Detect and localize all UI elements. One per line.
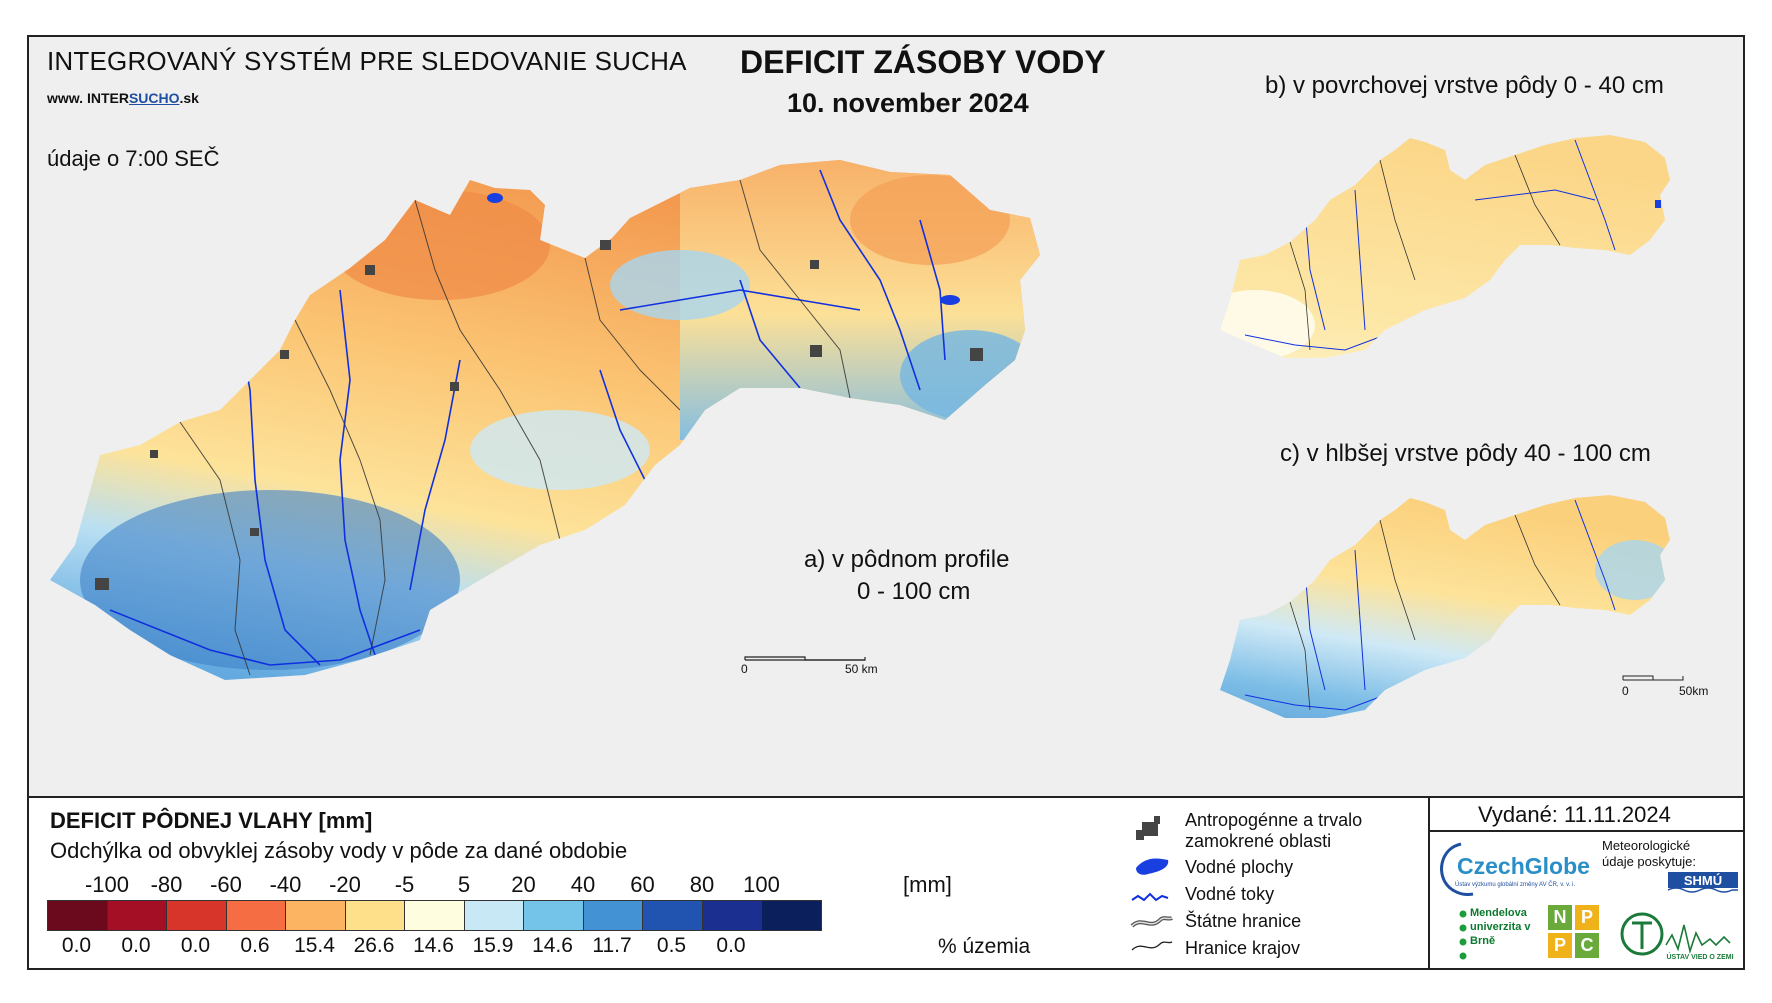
streams-label: Vodné toky [1185,884,1275,904]
legend-percentage: 0.6 [240,934,270,957]
legend-band [27,796,1745,970]
legend-color-swatch [404,900,465,931]
main-scale-bar [744,656,866,661]
nppc-logo: N P P C [1548,905,1600,960]
legend-class-label: -60 [210,872,242,897]
legend-color-swatch [582,900,643,931]
map-c-label: c) v hlbšej vrstve pôdy 40 - 100 cm [1280,440,1651,467]
inset-map-c [1220,495,1684,718]
map-title: DEFICIT ZÁSOBY VODY [740,44,1106,80]
map-a-label-line2: 0 - 100 cm [857,578,971,605]
mendel-logo: Mendelova univerzita v Brně [1470,907,1531,947]
small-scale-zero: 0 [1622,684,1629,698]
water-bodies-label: Vodné plochy [1185,857,1294,877]
legend-class-label: 5 [457,872,471,897]
region-border-label: Hranice krajov [1185,938,1301,958]
legend-class-label: 80 [689,872,715,897]
czechglobe-logo-icon [1440,842,1474,896]
mendel-dots-icon [1459,910,1467,960]
legend-color-swatch [761,900,822,931]
legend-class-label: 20 [511,872,536,897]
legend-color-swatch [106,900,167,931]
legend-percentage: 11.7 [592,934,632,957]
urban-label: Antropogénne a trvalo zamokrené oblasti [1185,810,1363,851]
legend-percentage: 0.0 [61,934,92,957]
legend-percentage: 0.0 [180,934,211,957]
legend-class-label: -20 [329,872,361,897]
water-body-icon [1136,858,1169,875]
legend-class-label: -80 [150,872,183,897]
small-scale-bar [1622,675,1684,681]
region-border-icon [1131,941,1173,951]
legend-percentage: 14.6 [413,934,454,957]
legend-class-label: 100 [743,872,780,897]
issued-divider [1430,830,1744,832]
legend-color-swatch [166,900,227,931]
main-scale-end: 50 km [845,662,878,676]
urban-area-icon [1136,816,1160,840]
legend-percentage: 0.0 [716,934,746,957]
legend-class-label: 40 [570,872,596,897]
svg-text:SHMÚ: SHMÚ [1684,873,1722,888]
legend-color-swatch [285,900,346,931]
legend-percentage: 14.6 [532,934,573,957]
website-link[interactable]: www. INTERSUCHO.sk [47,90,199,106]
legend-percentage: 0.5 [656,934,687,957]
legend-class-label: 60 [630,872,655,897]
legend-class-label: -40 [269,872,302,897]
symbol-legend-icons [1130,816,1173,951]
legend-color-swatch [463,900,524,931]
legend-color-swatch [225,900,286,931]
shmu-logo-icon: SHMÚ [1668,872,1738,893]
map-b-label: b) v povrchovej vrstve pôdy 0 - 40 cm [1265,72,1664,99]
czechglobe-logo: CzechGlobe [1457,853,1590,879]
map-date: 10. november 2024 [787,88,1029,118]
legend-color-swatch [523,900,584,931]
issued-box [1428,797,1744,969]
issued-date: Vydané: 11.11.2024 [1478,802,1671,827]
map-a-label-line1: a) v pôdnom profile [804,546,1010,573]
legend-pct-unit: % územia [938,935,1031,958]
system-title: INTEGROVANÝ SYSTÉM PRE SLEDOVANIE SUCHA [47,46,687,76]
legend-subtitle: Odchýlka od obvyklej zásoby vody v pôde … [50,838,628,863]
legend-percentage: 26.6 [353,934,395,957]
time-note: údaje o 7:00 SEČ [47,146,220,171]
inset-map-b [1220,135,1670,358]
czechglobe-subtitle: Ústav výzkumu globální změny AV ČR, v. v… [1455,882,1576,888]
legend-title: DEFICIT PÔDNEJ VLAHY [mm] [50,808,373,833]
meteo-note: Meteorologické údaje poskytuje: [1602,838,1696,869]
legend-color-swatch [47,900,108,931]
legend-color-swatch [701,900,762,931]
state-border-label: Štátne hranice [1185,911,1302,931]
state-border-inner-icon [1131,917,1173,927]
small-scale-end: 50km [1679,684,1709,698]
legend-percentage: 15.4 [294,934,335,957]
stream-icon [1131,892,1169,902]
main-scale-zero: 0 [741,662,748,676]
legend-percentage: 15.9 [472,934,514,957]
uvz-logo-icon: ÚSTAV VIED O ZEMI [1620,912,1734,961]
legend-class-label: -5 [394,872,415,897]
legend-color-swatch [642,900,703,931]
legend-unit: [mm] [903,872,952,897]
legend-percentage: 0.0 [121,934,151,957]
main-map [50,160,1040,680]
legend-color-swatch [344,900,405,931]
svg-text:ÚSTAV VIED O ZEMI: ÚSTAV VIED O ZEMI [1666,952,1733,961]
legend-class-label: -100 [84,872,130,897]
